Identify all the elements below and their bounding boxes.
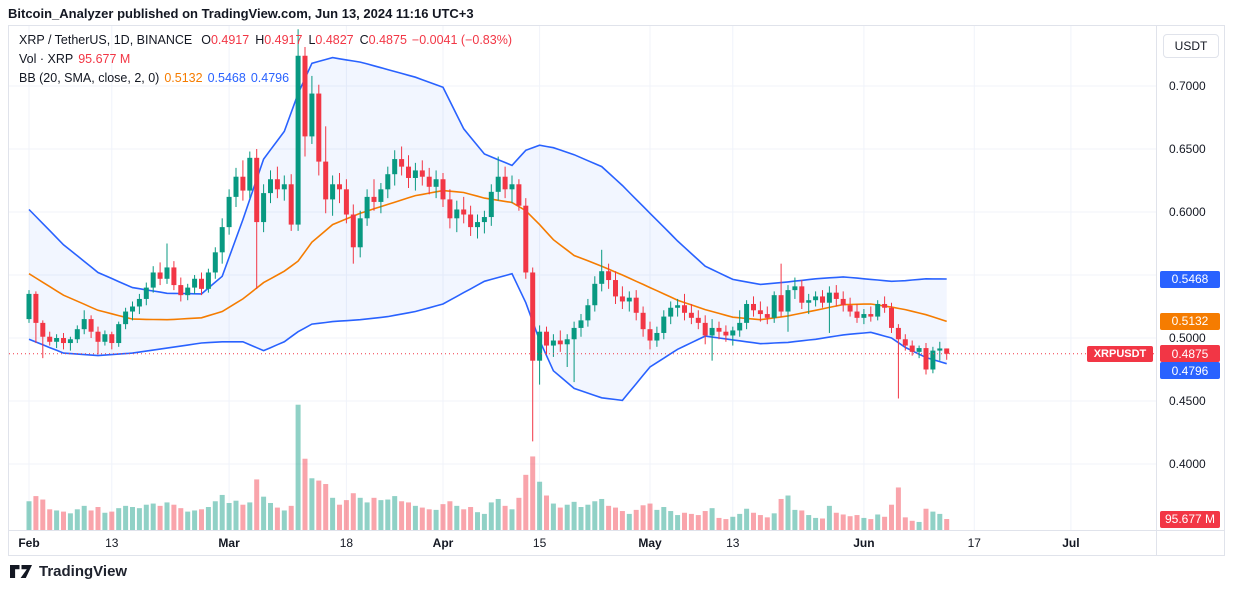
time-axis-label: Feb (18, 536, 40, 550)
bb-label: BB (20, SMA, close, 2, 0) (19, 71, 160, 85)
time-axis-label: Apr (432, 536, 454, 550)
price-axis-badge: 95.677 M (1160, 510, 1220, 528)
ohlc-item: H0.4917 (255, 33, 303, 47)
legend-bb-row[interactable]: BB (20, SMA, close, 2, 0) 0.5132 0.5468 … (19, 69, 512, 88)
volume-label: Vol · XRP (19, 52, 74, 66)
volume-value: 95.677 M (78, 52, 131, 66)
price-axis[interactable]: USDT 0.7000 0.6500 0.6000 0.5000 0.4500 0.400… (1156, 26, 1224, 530)
tradingview-glyph-icon (10, 565, 32, 578)
ohlc-item: C0.4875 (359, 33, 407, 47)
symbol-price-line-label: XRPUSDT (1087, 345, 1153, 362)
legend-volume-row[interactable]: Vol · XRP 95.677 M (19, 50, 512, 69)
price-tick: 0.7000 (1169, 79, 1206, 93)
chart-widget: XRP / TetherUS, 1D, BINANCE O0.4917 H0.49… (8, 25, 1225, 556)
price-tick: 0.4000 (1169, 457, 1206, 471)
bollinger-band (28, 56, 947, 402)
ohlc-values: O0.4917 H0.4917 L0.4827 C0.4875 (201, 31, 407, 50)
grid-lines (9, 26, 1156, 530)
price-axis-badge: 0.5468 (1160, 270, 1220, 288)
change-value: −0.0041 (−0.83%) (411, 33, 512, 47)
price-tick: 0.6500 (1169, 142, 1206, 156)
volume-bars (26, 404, 950, 530)
chart-legend: XRP / TetherUS, 1D, BINANCE O0.4917 H0.49… (19, 31, 512, 88)
time-axis-label: May (638, 536, 662, 550)
time-axis-label: 17 (967, 536, 981, 550)
bb-basis-line (28, 189, 947, 323)
symbol-name: XRP / TetherUS, 1D, BINANCE (19, 33, 193, 47)
price-axis-badge: 0.5132 (1160, 312, 1220, 330)
publish-title: Bitcoin_Analyzer published on TradingVie… (8, 6, 474, 21)
time-axis-label: Mar (218, 536, 240, 550)
tradingview-logo[interactable]: TradingView (10, 563, 127, 580)
price-axis-badge: 0.4796 (1160, 362, 1220, 380)
ohlc-item: O0.4917 (201, 33, 250, 47)
bb-lower-value: 0.4796 (250, 71, 290, 85)
currency-toggle-button[interactable]: USDT (1163, 34, 1219, 58)
bb-basis-value: 0.5132 (164, 71, 203, 85)
time-axis-label: 18 (339, 536, 354, 550)
tradingview-brand-text: TradingView (39, 563, 128, 580)
time-axis[interactable]: Feb 13 Mar 18 Apr 15 May 13 Jun 17 Jul (9, 530, 1156, 555)
time-axis-label: 13 (726, 536, 740, 550)
legend-symbol-row[interactable]: XRP / TetherUS, 1D, BINANCE O0.4917 H0.49… (19, 31, 512, 50)
price-tick: 0.4500 (1169, 394, 1206, 408)
price-axis-badge: 0.4875 (1160, 345, 1220, 363)
bb-lower-line (28, 272, 947, 402)
price-chart[interactable] (9, 26, 1156, 530)
time-axis-label: 13 (105, 536, 119, 550)
price-tick: 0.6000 (1169, 205, 1206, 219)
axis-corner (1156, 530, 1224, 555)
time-axis-label: Jun (853, 536, 875, 550)
price-tick: 0.5000 (1169, 331, 1206, 345)
time-axis-label: 15 (532, 536, 547, 550)
time-axis-label: Jul (1062, 536, 1080, 550)
candles-layer (26, 29, 950, 442)
bb-upper-value: 0.5468 (207, 71, 246, 85)
ohlc-item: L0.4827 (308, 33, 354, 47)
